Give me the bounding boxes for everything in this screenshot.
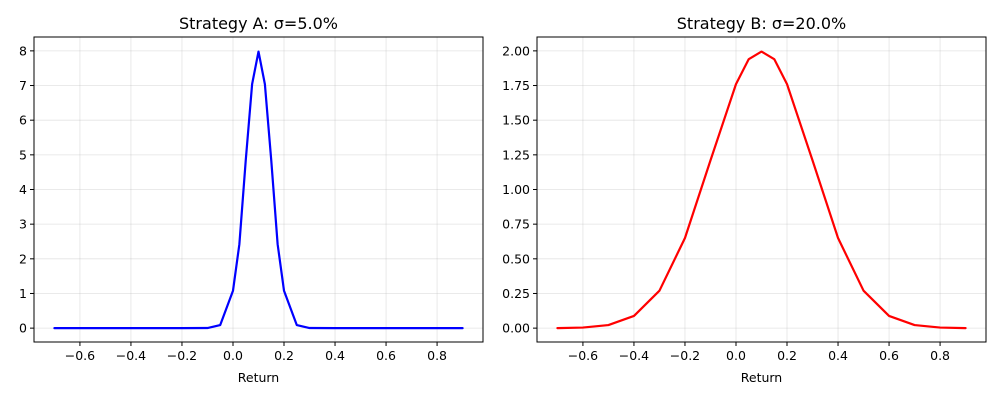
y-tick-label: 1.50	[502, 113, 530, 128]
x-tick-label: −0.4	[619, 348, 649, 363]
x-axis-label: Return	[741, 370, 782, 385]
y-tick-label: 1.25	[502, 147, 530, 162]
x-tick-label: 0.2	[777, 348, 797, 363]
x-tick-label: −0.6	[568, 348, 598, 363]
series-line	[53, 50, 464, 330]
y-tick-label: 0.75	[502, 217, 530, 232]
y-tick-label: 2.00	[502, 43, 530, 58]
x-tick-label: 0.0	[223, 348, 243, 363]
y-tick-label: 0	[19, 321, 27, 336]
x-tick-label: 0.4	[325, 348, 345, 363]
chart-strategy-b: −0.6 −0.4 −0.2 0.0 0.2 0.4 0.6 0.8 0.00 0.25 0.50 0…	[502, 14, 987, 385]
y-tick-label: 2	[19, 251, 27, 266]
series-line	[556, 50, 967, 330]
y-tick-label: 6	[19, 113, 27, 128]
y-tick-label: 0.25	[502, 286, 530, 301]
y-tick-label: 3	[19, 217, 27, 232]
y-tick-label: 5	[19, 147, 27, 162]
y-tick-label: 7	[19, 78, 27, 93]
x-tick-label: 0.4	[828, 348, 848, 363]
y-tick-label: 0.50	[502, 251, 530, 266]
x-tick-label: 0.0	[726, 348, 746, 363]
y-tick-label: 1.75	[502, 78, 530, 93]
x-tick-label: 0.6	[376, 348, 396, 363]
y-tick-label: 1	[19, 286, 27, 301]
chart-title: Strategy A: σ=5.0%	[179, 14, 338, 33]
x-tick-label: −0.2	[670, 348, 700, 363]
x-tick-label: −0.6	[65, 348, 95, 363]
x-tick-label: 0.8	[427, 348, 447, 363]
x-tick-label: 0.6	[879, 348, 899, 363]
chart-strategy-a: −0.6 −0.4 −0.2 0.0 0.2 0.4 0.6 0.8 0 1 2 3 4 5 6 7 8 Stra…	[19, 14, 484, 385]
y-tick-label: 1.00	[502, 182, 530, 197]
x-axis-label: Return	[238, 370, 279, 385]
y-tick-label: 0.00	[502, 321, 530, 336]
x-tick-label: 0.8	[930, 348, 950, 363]
y-tick-label: 8	[19, 43, 27, 58]
y-tick-label: 4	[19, 182, 27, 197]
x-tick-label: 0.2	[274, 348, 294, 363]
x-tick-label: −0.2	[167, 348, 197, 363]
chart-title: Strategy B: σ=20.0%	[677, 14, 846, 33]
x-tick-label: −0.4	[116, 348, 146, 363]
